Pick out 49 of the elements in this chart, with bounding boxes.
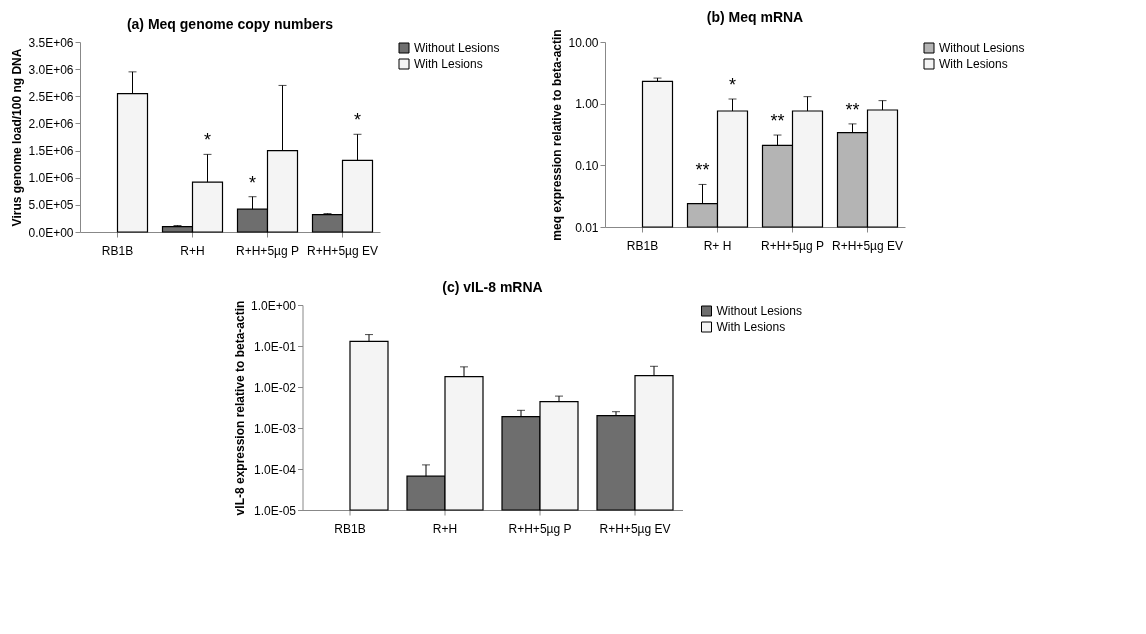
x-tick-label: R+H+5µg P (236, 243, 299, 258)
y-tick-label: 1.0E-05 (253, 503, 297, 518)
y-tick-label: 1.0E-01 (253, 339, 297, 354)
y-tick-label: 1.0E-04 (253, 462, 297, 477)
y-tick-label: 1.00 (575, 97, 599, 112)
annotation: * (728, 75, 737, 96)
x-tick-label: R+ H (703, 238, 732, 253)
annotation: * (353, 110, 362, 131)
x-tick-label: R+H+5µg EV (307, 243, 378, 258)
x-tick-label: R+H+5µg P (761, 238, 824, 253)
y-tick-label: 3.0E+06 (28, 62, 74, 77)
y-tick-label: 1.5E+06 (28, 144, 74, 159)
y-tick-label: 1.0E+06 (28, 171, 74, 186)
legend-label: Without Lesions (939, 41, 1025, 55)
y-tick-label: 1.0E-03 (253, 421, 297, 436)
y-tick-label: 2.5E+06 (28, 89, 74, 104)
legend-label: Without Lesions (716, 304, 802, 318)
y-axis-title: meq expression relative to beta-actin (550, 29, 565, 241)
chart-title: (a) Meq genome copy numbers (126, 16, 334, 32)
y-tick-label: 5.0E+05 (28, 198, 74, 213)
y-tick-label: 0.10 (575, 158, 599, 173)
x-tick-label: R+H+5µg EV (832, 238, 903, 253)
x-tick-label: R+H (432, 521, 458, 536)
x-tick-label: RB1B (626, 238, 659, 253)
y-tick-label: 2.0E+06 (28, 116, 74, 131)
legend-label: Without Lesions (414, 41, 500, 55)
y-tick-label: 10.00 (568, 35, 599, 50)
y-tick-label: 3.5E+06 (28, 35, 74, 50)
annotation: ** (695, 160, 710, 181)
y-axis-title: Virus genome load/100 ng DNA (10, 48, 25, 227)
x-tick-label: RB1B (101, 243, 134, 258)
chart-title: (b) Meq mRNA (706, 8, 804, 25)
annotation: * (203, 130, 212, 151)
legend-label: With Lesions (716, 320, 786, 334)
y-tick-label: 0.0E+00 (28, 225, 74, 240)
y-axis-title: vIL-8 expression relative to beta-actin (232, 300, 247, 516)
x-tick-label: R+H+5µg EV (599, 521, 671, 536)
x-tick-label: R+H (180, 243, 205, 258)
annotation: * (248, 172, 257, 193)
y-tick-label: 0.01 (575, 220, 599, 235)
y-tick-label: 1.0E-02 (253, 380, 297, 395)
annotation: ** (845, 99, 860, 120)
legend-label: With Lesions (939, 57, 1008, 71)
chart-title: (c) vIL-8 mRNA (442, 279, 543, 295)
x-tick-label: RB1B (334, 521, 366, 536)
x-tick-label: R+H+5µg P (508, 521, 572, 536)
legend-label: With Lesions (414, 57, 483, 71)
y-tick-label: 1.0E+00 (250, 298, 297, 313)
annotation: ** (770, 111, 785, 132)
